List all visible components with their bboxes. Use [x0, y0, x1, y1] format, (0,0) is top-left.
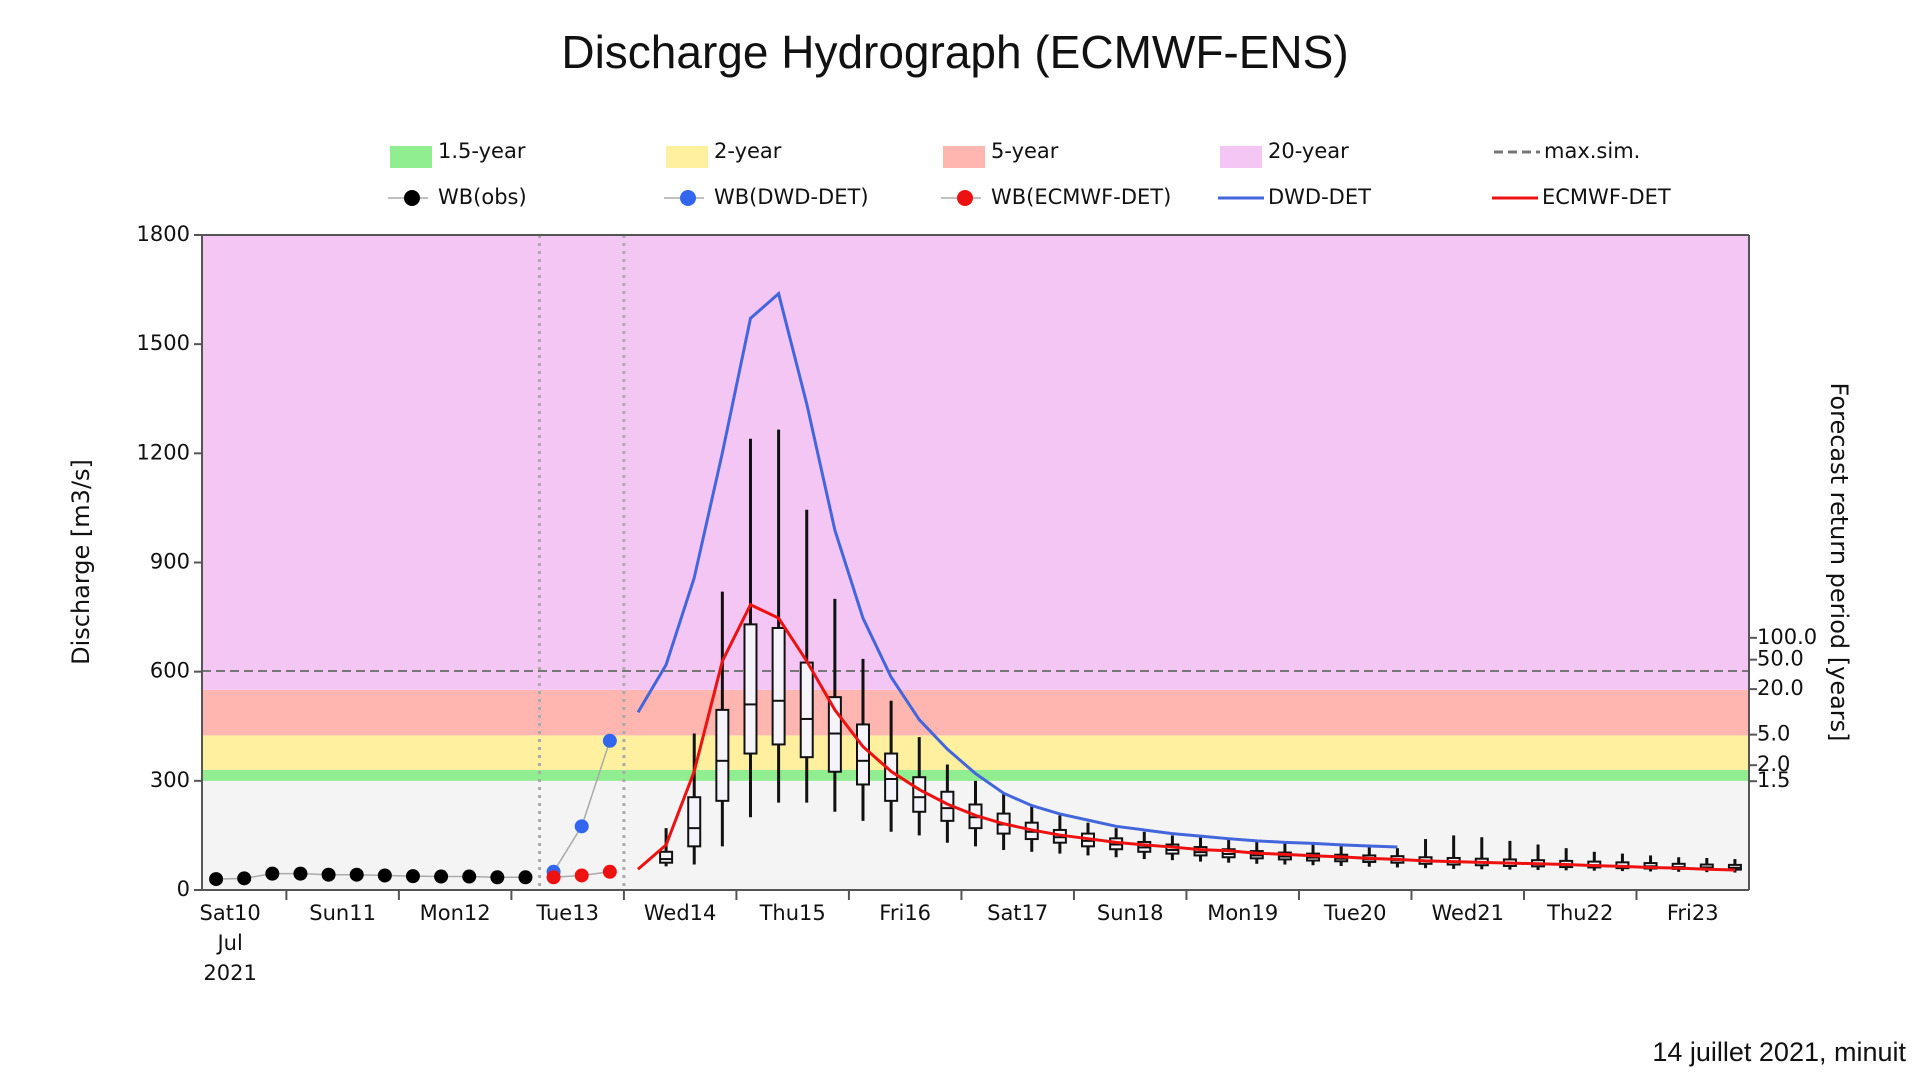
- box: [799, 661, 814, 759]
- series-point: [518, 870, 533, 885]
- series-point: [237, 871, 252, 886]
- return-period-band: [202, 735, 1749, 770]
- return-period-band: [202, 235, 1749, 690]
- x-tick-label: Tue13: [535, 901, 599, 925]
- series-point: [405, 869, 420, 884]
- chart-title: Discharge Hydrograph (ECMWF-ENS): [561, 26, 1348, 78]
- legend-label: WB(ECMWF-DET): [991, 185, 1171, 209]
- box: [743, 623, 758, 755]
- x-tick-label: Fri16: [879, 901, 931, 925]
- legend-swatch: [390, 146, 432, 168]
- x-tick-label: Tue20: [1323, 901, 1387, 925]
- box: [715, 708, 730, 802]
- x-tick-label: Mon12: [420, 901, 491, 925]
- x-tick-label: Sun11: [309, 901, 376, 925]
- x-tick-label: Sun18: [1097, 901, 1164, 925]
- x-tick-label: Thu15: [759, 901, 826, 925]
- box: [687, 796, 702, 848]
- legend-label: 1.5-year: [438, 139, 526, 163]
- legend-label: 5-year: [991, 139, 1059, 163]
- x-tick-sublabel: Jul: [215, 931, 242, 955]
- box: [855, 723, 870, 786]
- legend-label: max.sim.: [1544, 139, 1640, 163]
- box: [912, 776, 927, 813]
- legend-label: 2-year: [714, 139, 782, 163]
- y-tick-label: 1500: [137, 331, 190, 355]
- y2-tick-label: 5.0: [1757, 722, 1790, 746]
- y-tick-label: 900: [150, 550, 190, 574]
- x-tick-label: Wed14: [644, 901, 717, 925]
- return-period-band: [202, 689, 1749, 736]
- series-point: [293, 866, 308, 881]
- series-point: [434, 869, 449, 884]
- y2-tick-label: 100.0: [1757, 625, 1817, 649]
- series-point: [462, 869, 477, 884]
- series-point: [349, 867, 364, 882]
- legend-swatch: [404, 190, 420, 206]
- box: [884, 752, 899, 802]
- y-tick-label: 600: [150, 659, 190, 683]
- series-line: [636, 602, 1735, 872]
- series-point: [321, 867, 336, 882]
- legend-swatch: [1220, 146, 1262, 168]
- series-point: [546, 870, 561, 885]
- box: [771, 627, 786, 746]
- box: [659, 850, 674, 864]
- series-point: [377, 868, 392, 883]
- legend-label: WB(DWD-DET): [714, 185, 869, 209]
- legend-label: WB(obs): [438, 185, 527, 209]
- legend-label: ECMWF-DET: [1542, 185, 1671, 209]
- x-tick-label: Mon19: [1207, 901, 1278, 925]
- y2-axis-label: Forecast return period [years]: [1825, 382, 1853, 741]
- legend-swatch: [957, 190, 973, 206]
- x-tick-label: Thu22: [1546, 901, 1613, 925]
- series-point: [209, 872, 224, 887]
- y2-tick-label: 50.0: [1757, 647, 1804, 671]
- x-tick-label: Fri23: [1667, 901, 1719, 925]
- x-tick-label: Wed21: [1431, 901, 1504, 925]
- legend-swatch: [680, 190, 696, 206]
- series-point: [602, 733, 617, 748]
- y2-tick-label: 20.0: [1757, 676, 1804, 700]
- series-point: [490, 870, 505, 885]
- legend-swatch: [943, 146, 985, 168]
- y2-tick-label: 1.5: [1757, 768, 1790, 792]
- series-point: [265, 866, 280, 881]
- footer: 14 juillet 2021, minuit: [1652, 1037, 1906, 1067]
- legend-swatch: [666, 146, 708, 168]
- y2-tick-label: 2.0: [1757, 752, 1790, 776]
- y-tick-label: 1200: [137, 440, 190, 464]
- series-line: [636, 290, 1398, 849]
- legend-label: DWD-DET: [1268, 185, 1371, 209]
- y-axis-label: Discharge [m3/s]: [67, 459, 95, 665]
- series-point: [602, 864, 617, 879]
- x-tick-sublabel: 2021: [203, 961, 256, 985]
- series-point: [574, 868, 589, 883]
- x-tick-label: Sat17: [987, 901, 1048, 925]
- y-tick-label: 300: [150, 768, 190, 792]
- y-tick-label: 0: [177, 877, 190, 901]
- legend-label: 20-year: [1268, 139, 1349, 163]
- series-point: [574, 819, 589, 834]
- x-tick-label: Sat10: [200, 901, 261, 925]
- y-tick-label: 1800: [137, 222, 190, 246]
